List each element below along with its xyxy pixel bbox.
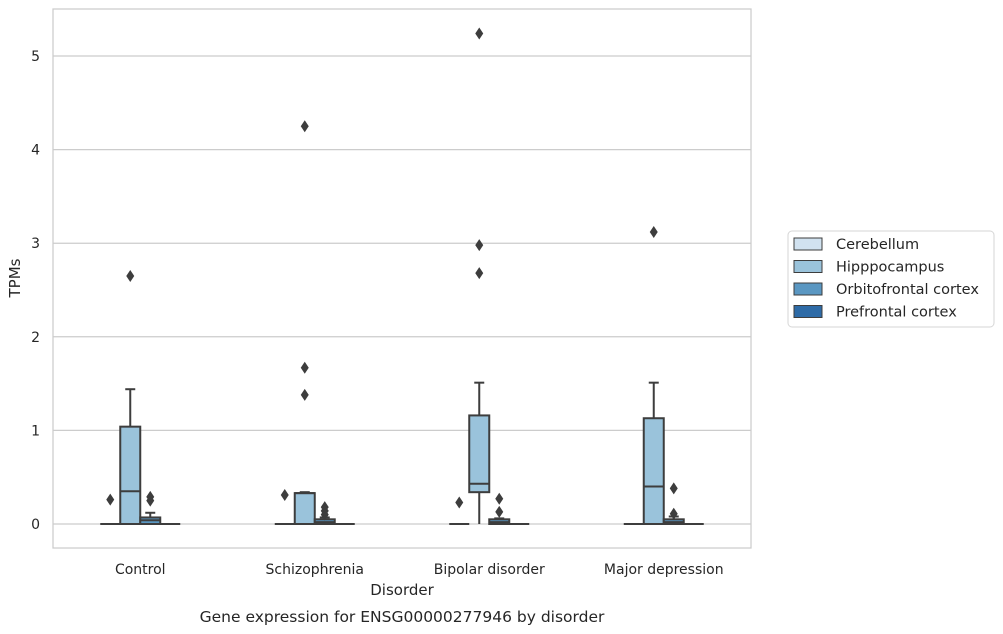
box-orbitofrontal-cortex-1 [313,501,336,526]
y-tick-label: 0 [31,517,40,533]
box-cerebellum-0 [100,493,121,525]
outlier-point [300,120,309,133]
y-tick-label: 5 [31,49,40,65]
legend-label: Orbitofrontal cortex [836,282,979,298]
outlier-point [300,361,309,374]
outlier-point [280,488,289,501]
y-axis-ticks: 0 1 2 3 4 5 [31,49,40,533]
y-tick-label: 1 [31,423,40,439]
x-axis-ticks: Control Schizophrenia Bipolar disorder Majo… [115,562,724,578]
legend-swatch [793,282,823,296]
x-tick-label: Bipolar disorder [434,562,545,578]
legend-item: Prefrontal cortex [793,305,957,321]
legend-swatch [793,305,823,318]
x-tick-label: Major depression [604,562,724,578]
x-tick-label: Schizophrenia [266,562,364,578]
box-cerebellum-1 [274,488,295,525]
chart-caption: Gene expression for ENSG00000277946 by d… [200,608,605,626]
outlier-point [495,505,504,518]
legend-label: Hipppocampus [836,260,944,276]
outlier-point [669,482,678,495]
legend-label: Prefrontal cortex [836,305,957,321]
outlier-point [649,225,658,238]
box-orbitofrontal-cortex-0 [139,490,162,525]
box-body [642,417,665,525]
outlier-point [320,501,329,514]
y-tick-label: 3 [31,236,40,252]
box-body [293,492,316,525]
box-hipppocampus-3 [642,225,665,525]
box-cerebellum-2 [449,496,470,525]
outlier-point [669,507,678,520]
legend-label: Cerebellum [836,237,919,253]
legend: Cerebellum Hipppocampus Orbitofrontal cort… [787,230,995,328]
outlier-point [475,27,484,40]
legend-item: Hipppocampus [793,260,944,276]
legend-item: Cerebellum [793,237,919,253]
box-orbitofrontal-cortex-3 [662,482,685,526]
y-axis-label: TPMs [6,258,24,298]
y-tick-label: 4 [31,143,40,159]
outlier-point [455,496,464,509]
outlier-point [146,490,155,503]
outlier-point [475,267,484,280]
box-hipppocampus-1 [293,120,316,525]
outlier-point [300,388,309,401]
legend-swatch [793,260,823,273]
legend-box [787,230,995,328]
outlier-point [475,239,484,252]
outlier-point [106,493,115,506]
x-tick-label: Control [115,562,166,578]
box-hipppocampus-0 [119,269,142,526]
plot-frame [52,8,752,549]
box-body [119,425,142,526]
x-axis-label: Disorder [370,581,434,599]
box-hipppocampus-2 [468,27,491,524]
legend-item: Orbitofrontal cortex [793,282,979,298]
plot-area [100,27,704,526]
y-tick-label: 2 [31,330,40,346]
outlier-point [126,269,135,282]
outlier-point [495,492,504,505]
box-body [468,414,491,494]
box-orbitofrontal-cortex-2 [488,492,511,526]
legend-swatch [793,237,823,251]
